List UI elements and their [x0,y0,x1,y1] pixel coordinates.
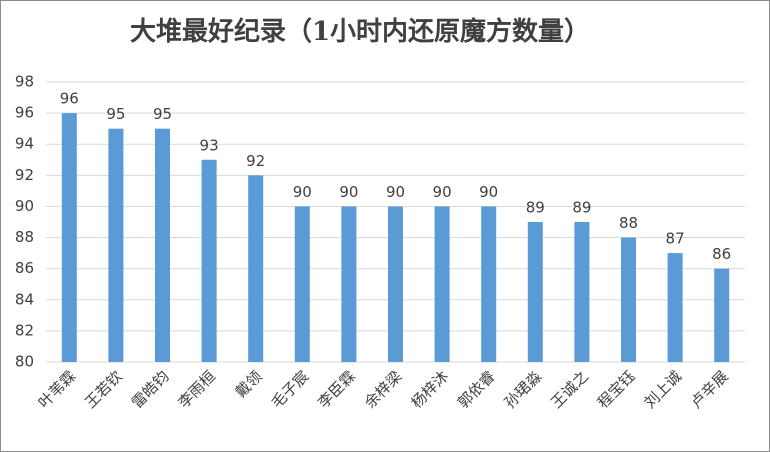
y-tick-label: 96 [15,104,34,122]
data-label: 95 [153,105,172,123]
data-label: 92 [246,152,265,170]
data-label: 90 [293,183,312,201]
bar [108,128,124,362]
bar [574,222,590,362]
data-label: 90 [433,183,452,201]
data-label: 90 [339,183,358,201]
y-tick-label: 90 [15,197,34,215]
bar [388,206,403,362]
bar [481,206,497,362]
y-tick-label: 82 [15,321,34,339]
bar [621,237,636,362]
bar [714,268,730,362]
y-tick-label: 94 [15,135,34,153]
bar [61,113,77,362]
chart-title: 大堆最好纪录（1小时内还原魔方数量） [130,16,590,47]
data-label: 89 [572,199,591,217]
data-label: 88 [619,214,638,232]
data-label: 96 [60,90,79,108]
bar [294,206,310,362]
y-tick-label: 88 [15,228,34,246]
y-tick-label: 80 [15,353,34,371]
bar [201,159,217,362]
data-label: 90 [386,183,405,201]
y-tick-label: 98 [15,73,34,91]
y-tick-label: 86 [15,259,34,277]
bar [248,175,264,362]
data-label: 90 [479,183,498,201]
data-label: 87 [666,230,685,248]
data-label: 86 [712,245,731,263]
y-tick-label: 92 [15,166,34,184]
bar [527,222,543,362]
bar [667,253,683,362]
bar [155,128,170,362]
bar [434,206,450,362]
data-label: 95 [106,105,125,123]
data-label: 93 [200,136,219,154]
bar [341,206,357,362]
y-tick-label: 84 [15,290,34,308]
data-label: 89 [526,199,545,217]
